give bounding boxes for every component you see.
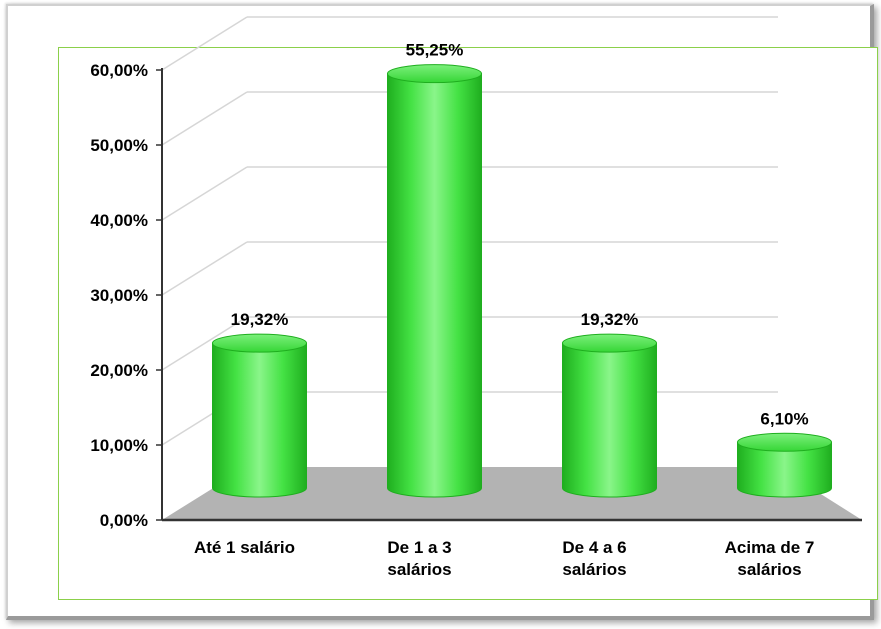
- chart-floor: [162, 467, 862, 520]
- bar-top: [562, 333, 657, 353]
- bar-body: [212, 342, 307, 498]
- x-tick-label: salários: [737, 560, 801, 579]
- bar: [212, 333, 307, 498]
- y-tick-label: 10,00%: [90, 436, 148, 455]
- data-label: 19,32%: [581, 310, 639, 329]
- labels: 0,00% 10,00% 20,00% 30,00% 40,00% 50,00% 60,00…: [90, 41, 814, 579]
- bar-top: [737, 432, 832, 452]
- bars: [212, 64, 832, 498]
- y-tick-label: 30,00%: [90, 286, 148, 305]
- x-tick-label: De 4 a 6: [562, 538, 626, 557]
- data-label: 55,25%: [406, 41, 464, 60]
- gridline-side: [161, 241, 248, 296]
- gridline-side: [161, 91, 248, 146]
- x-tick-label: Acima de 7: [725, 538, 815, 557]
- axes: [156, 68, 862, 522]
- x-tick-label: Até 1 salário: [194, 538, 295, 557]
- gridline-side: [161, 316, 248, 371]
- bar-body: [562, 342, 657, 498]
- bar-body: [737, 441, 832, 498]
- y-tick-label: 40,00%: [90, 211, 148, 230]
- bar-body: [387, 73, 482, 498]
- x-tick-label: De 1 a 3: [387, 538, 451, 557]
- bar: [737, 432, 832, 498]
- y-tick-label: 60,00%: [90, 61, 148, 80]
- data-label: 6,10%: [760, 409, 808, 428]
- bar: [562, 333, 657, 498]
- y-tick-label: 0,00%: [100, 511, 148, 530]
- y-tick-label: 20,00%: [90, 361, 148, 380]
- gridlines: [161, 16, 778, 446]
- bar-top: [212, 333, 307, 353]
- gridline-side: [161, 166, 248, 221]
- y-tick-label: 50,00%: [90, 136, 148, 155]
- data-label: 19,32%: [231, 310, 289, 329]
- bar: [387, 64, 482, 498]
- gridline-side: [161, 16, 248, 71]
- bar-top: [387, 64, 482, 84]
- x-tick-label: salários: [562, 560, 626, 579]
- chart-floor-plane: [162, 467, 862, 520]
- x-tick-label: salários: [387, 560, 451, 579]
